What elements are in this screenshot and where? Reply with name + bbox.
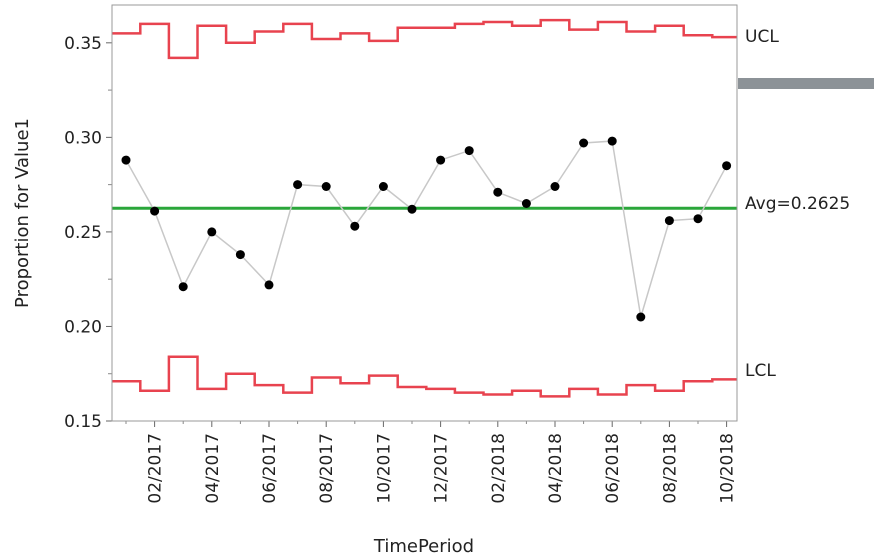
x-tick-label: 10/2017 xyxy=(374,433,394,504)
data-point xyxy=(493,187,503,197)
data-point xyxy=(178,282,188,292)
data-point xyxy=(579,138,589,148)
ucl-line xyxy=(112,18,737,60)
x-axis-ticks: 02/2017 04/2017 06/2017 08/2017 10/2017 12/20… xyxy=(125,421,738,504)
ucl-label: UCL xyxy=(745,27,779,47)
data-point xyxy=(436,155,446,165)
y-tick-label: 0.25 xyxy=(64,223,102,243)
x-tick-label: 08/2018 xyxy=(660,433,680,504)
plot-frame xyxy=(111,4,738,422)
scrollbar-thumb[interactable] xyxy=(738,78,874,89)
data-point xyxy=(636,312,646,322)
data-point xyxy=(350,221,360,231)
x-tick-label: 02/2018 xyxy=(489,433,509,504)
data-line xyxy=(125,140,728,318)
x-tick-label: 10/2018 xyxy=(718,433,738,504)
data-point xyxy=(150,206,160,216)
data-point xyxy=(293,180,303,190)
x-tick-label: 06/2017 xyxy=(260,433,280,504)
y-axis-title: Proportion for Value1 xyxy=(12,118,33,308)
y-axis-ticks: 0.15 0.20 0.25 0.30 0.35 xyxy=(64,34,112,432)
data-point xyxy=(521,199,531,208)
x-tick-label: 08/2017 xyxy=(317,433,337,504)
data-point xyxy=(464,146,474,156)
y-tick-label: 0.30 xyxy=(64,128,102,148)
lcl-line xyxy=(112,355,737,398)
data-point xyxy=(693,214,703,224)
data-point xyxy=(235,250,245,260)
data-point xyxy=(722,161,732,171)
data-point xyxy=(378,182,388,191)
avg-label: Avg=0.2625 xyxy=(745,194,850,214)
y-tick-label: 0.35 xyxy=(64,34,102,54)
y-tick-label: 0.15 xyxy=(64,412,102,432)
data-point xyxy=(121,155,131,165)
x-tick-label: 12/2017 xyxy=(432,433,452,504)
x-tick-label: 04/2017 xyxy=(203,433,223,504)
plot-area xyxy=(112,18,737,398)
lcl-label: LCL xyxy=(745,361,776,381)
x-tick-label: 02/2017 xyxy=(146,433,166,504)
data-point xyxy=(407,204,417,214)
x-axis-title: TimePeriod xyxy=(373,536,474,557)
data-point xyxy=(264,280,274,290)
data-point xyxy=(664,216,674,226)
y-tick-label: 0.20 xyxy=(64,317,102,337)
data-point xyxy=(321,182,331,191)
x-tick-label: 04/2018 xyxy=(546,433,566,504)
x-tick-label: 06/2018 xyxy=(603,433,623,504)
data-point xyxy=(207,227,217,237)
data-point xyxy=(607,136,617,146)
data-point xyxy=(550,182,560,191)
